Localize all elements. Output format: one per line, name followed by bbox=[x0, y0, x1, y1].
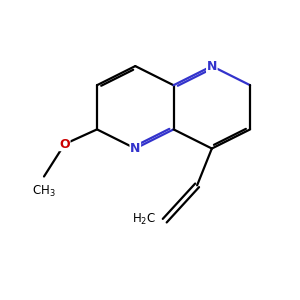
Text: O: O bbox=[59, 138, 70, 151]
Text: N: N bbox=[207, 60, 217, 73]
Text: H$_2$C: H$_2$C bbox=[132, 212, 157, 227]
Text: CH$_3$: CH$_3$ bbox=[32, 184, 56, 199]
Text: N: N bbox=[130, 142, 140, 155]
